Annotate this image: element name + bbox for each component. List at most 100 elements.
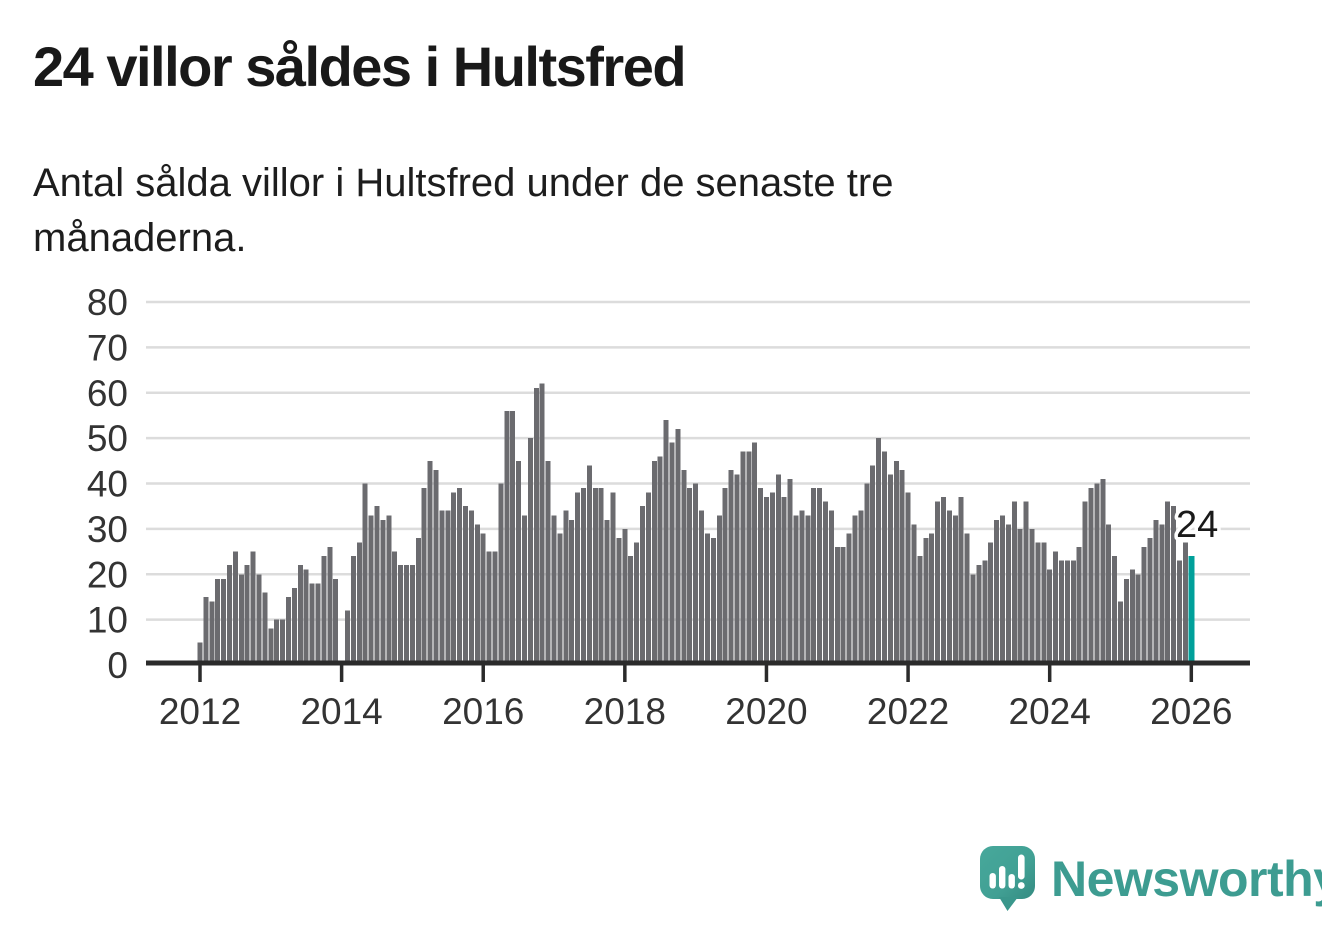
bar — [1088, 488, 1094, 665]
bar — [811, 488, 817, 665]
bar — [681, 469, 687, 665]
bar — [1094, 483, 1100, 665]
bar — [893, 460, 899, 665]
bar — [999, 515, 1005, 665]
bar — [209, 601, 215, 665]
y-axis-label: 40 — [87, 464, 128, 505]
bar — [982, 560, 988, 665]
subtitle-line-2: månaderna. — [33, 216, 247, 260]
bar — [976, 565, 982, 665]
bar — [309, 583, 315, 665]
bar — [386, 515, 392, 665]
bar — [545, 460, 551, 665]
bar — [539, 383, 545, 665]
bar — [876, 438, 882, 665]
bar — [557, 533, 563, 665]
bar — [510, 410, 516, 665]
bar — [616, 537, 622, 665]
bar — [463, 506, 469, 665]
bar — [1082, 501, 1088, 665]
newsworthy-icon — [980, 846, 1035, 911]
bar — [787, 478, 793, 665]
bar — [1005, 524, 1011, 665]
bar — [628, 556, 634, 665]
bar — [415, 537, 421, 665]
bar — [822, 501, 828, 665]
bar — [1182, 542, 1188, 665]
bar — [380, 519, 386, 665]
bar — [1106, 524, 1112, 665]
page-title: 24 villor såldes i Hultsfred — [33, 35, 687, 98]
bar — [923, 537, 929, 665]
y-axis-label: 30 — [87, 509, 128, 550]
highlighted-bar — [1188, 556, 1195, 665]
bar — [952, 515, 958, 665]
bar — [704, 533, 710, 665]
bar — [946, 510, 952, 665]
bar — [622, 528, 628, 665]
bar — [1035, 542, 1041, 665]
bar — [758, 488, 764, 665]
bar — [474, 524, 480, 665]
bar — [398, 565, 404, 665]
bar — [1064, 560, 1070, 665]
bar — [345, 610, 351, 665]
bar — [427, 460, 433, 665]
subtitle-line-1: Antal sålda villor i Hultsfred under de … — [33, 161, 894, 205]
x-axis-label: 2020 — [725, 691, 807, 732]
bar — [586, 465, 592, 665]
bar — [699, 510, 705, 665]
bar — [1023, 501, 1029, 665]
newsworthy-logo[interactable]: Newsworthy — [980, 846, 1322, 912]
speech-bubble — [980, 846, 1035, 899]
x-axis-label: 2018 — [584, 691, 666, 732]
bar — [321, 556, 327, 665]
mini-bar-2 — [999, 866, 1006, 889]
bar — [1129, 569, 1135, 665]
bar — [1159, 524, 1165, 665]
bar — [994, 519, 1000, 665]
bar — [303, 569, 309, 665]
bar — [409, 565, 415, 665]
bar — [1100, 478, 1106, 665]
bar — [858, 510, 864, 665]
bar — [657, 456, 663, 665]
bar — [1147, 537, 1153, 665]
y-axis-label: 60 — [87, 373, 128, 414]
speech-bubble-tail — [999, 897, 1018, 911]
y-axis-label: 0 — [107, 645, 128, 686]
bar — [244, 565, 250, 665]
bar — [1058, 560, 1064, 665]
bar — [781, 497, 787, 665]
bar — [315, 583, 321, 665]
x-axis-label: 2022 — [867, 691, 949, 732]
bar — [870, 465, 876, 665]
bar — [492, 551, 498, 665]
bar — [775, 474, 781, 665]
bar — [327, 547, 333, 665]
bar — [805, 515, 811, 665]
bar — [675, 429, 681, 665]
bar — [362, 483, 368, 665]
logo-text: Newsworthy — [1051, 851, 1322, 907]
bar — [1029, 528, 1035, 665]
y-axis-label: 20 — [87, 554, 128, 595]
bar — [581, 488, 587, 665]
bar — [864, 483, 870, 665]
bar — [374, 506, 380, 665]
bar — [763, 497, 769, 665]
bar — [527, 438, 533, 665]
bar — [1112, 556, 1118, 665]
bar — [887, 474, 893, 665]
exclamation-bar — [1018, 854, 1025, 880]
bar — [669, 442, 675, 665]
bar — [268, 628, 274, 665]
exclamation-dot — [1017, 882, 1025, 889]
bar — [793, 515, 799, 665]
bar — [451, 492, 457, 665]
bar — [468, 510, 474, 665]
bar — [828, 510, 834, 665]
chart-subtitle: Antal sålda villor i Hultsfred under de … — [33, 156, 893, 266]
x-axis-label: 2014 — [300, 691, 382, 732]
bar — [834, 547, 840, 665]
